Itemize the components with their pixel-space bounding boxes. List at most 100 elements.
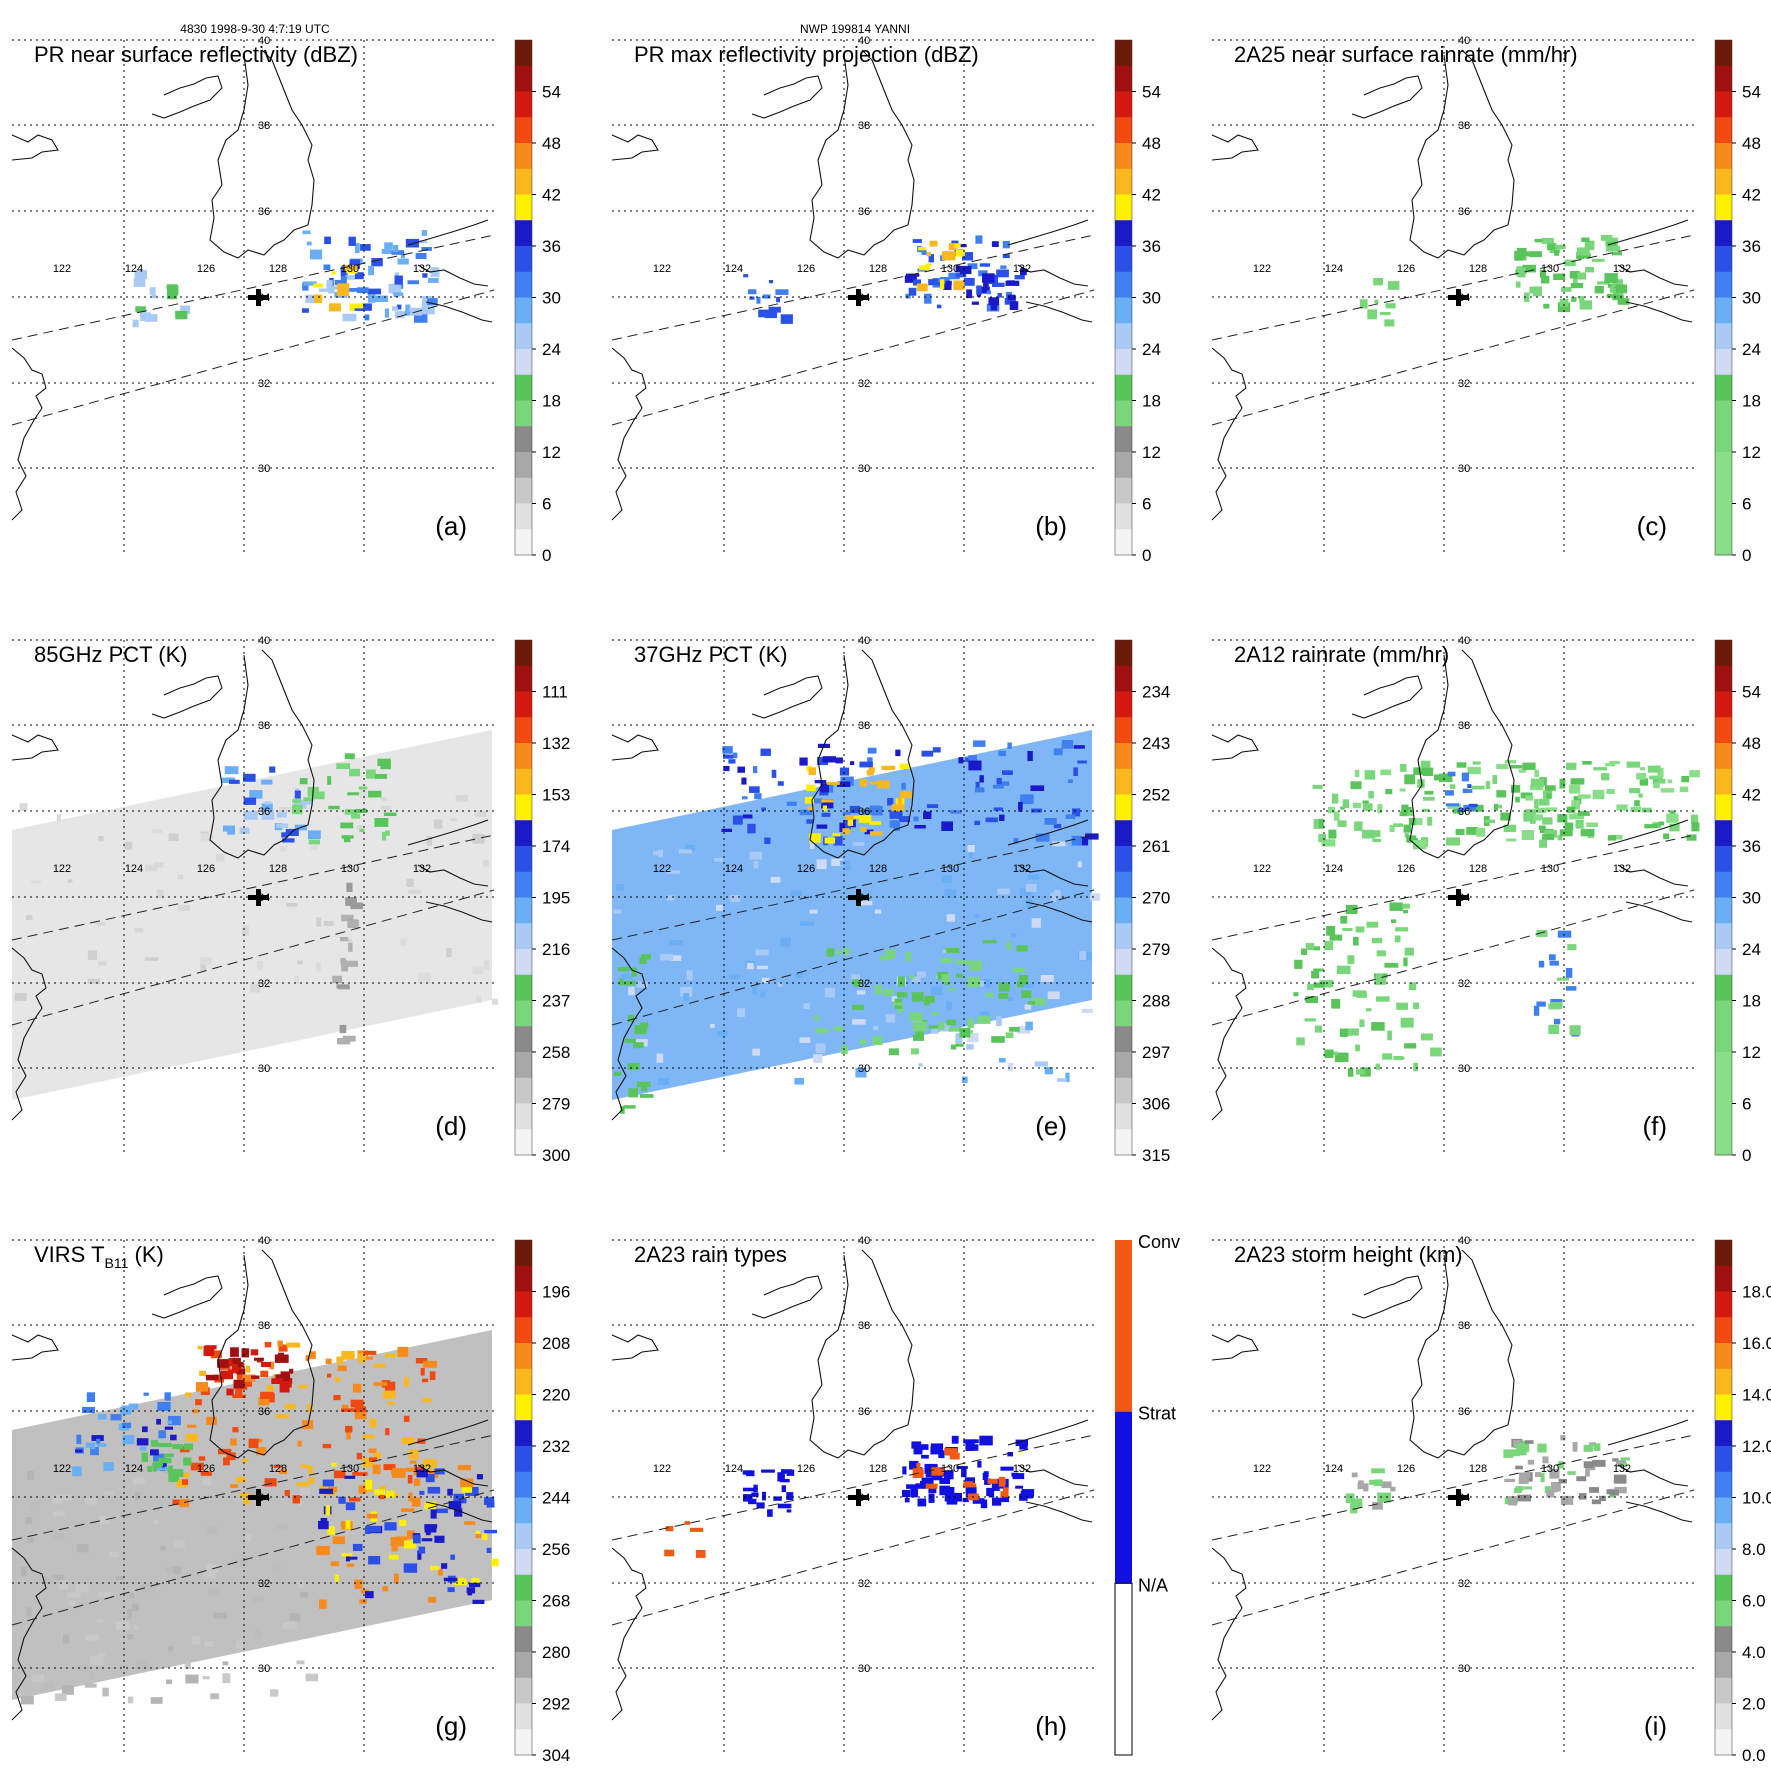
swath-texture	[483, 860, 489, 867]
swath-texture	[245, 1489, 259, 1498]
swath-texture	[941, 875, 952, 883]
colorbar-segment	[1715, 143, 1732, 170]
low-cloud	[168, 1473, 178, 1482]
rain-area	[1568, 813, 1576, 820]
rain-area	[1520, 792, 1533, 799]
cold-cloud-top	[286, 1342, 301, 1348]
colorbar-segment	[515, 1343, 532, 1370]
warm-rain-region	[1080, 836, 1089, 846]
surface-cell	[931, 1011, 939, 1016]
swath-texture	[666, 870, 681, 874]
pr-swath-edge-south	[611, 889, 1095, 1026]
colorbar-tick-label: 292	[542, 1695, 570, 1714]
swath-texture	[184, 1661, 191, 1670]
coastline-liaoning	[611, 134, 659, 161]
swath-texture	[270, 1689, 279, 1697]
rain-echo	[349, 259, 361, 269]
storm-height-cell	[1517, 1494, 1531, 1502]
cold-cloud-top	[269, 1361, 274, 1370]
swath-texture	[144, 957, 159, 961]
colorbar-tick-label: 6.0	[1742, 1592, 1766, 1611]
swath-texture	[98, 1652, 105, 1658]
surface-cell	[913, 1021, 927, 1032]
heavy-rain-cell	[860, 827, 867, 833]
warm-rain-region	[771, 769, 777, 778]
cirrus-region	[82, 1406, 95, 1414]
rain-area	[1576, 247, 1590, 256]
rain-area	[1403, 909, 1409, 914]
rain-area	[1389, 902, 1403, 911]
rain-area	[1420, 760, 1431, 769]
warm-rain-region	[859, 761, 873, 768]
rain-area	[1503, 824, 1516, 833]
swath-texture	[1052, 841, 1066, 847]
cold-cloud-top	[223, 1457, 230, 1466]
coastline-korea	[809, 1249, 915, 1459]
cold-cloud-top	[185, 1392, 192, 1397]
low-cloud	[163, 1453, 174, 1457]
swath-texture	[87, 978, 100, 984]
ice-scatter-cell	[359, 828, 365, 833]
heavy-rain-cell	[842, 828, 850, 835]
warm-rain-region	[950, 810, 962, 814]
storm-height-cell	[1612, 1458, 1619, 1462]
surface-cell	[879, 955, 891, 961]
colorbar-tick-label: 232	[542, 1437, 570, 1456]
colorbar-segment	[1715, 871, 1732, 898]
cold-cloud-top	[334, 1376, 340, 1383]
colorbar-tick-label: 24	[1142, 340, 1161, 359]
surface-cell	[1009, 1027, 1020, 1032]
panel-letter: (b)	[1035, 511, 1067, 541]
rain-area	[1401, 804, 1409, 813]
cold-cloud-top	[258, 1397, 270, 1406]
rain-echo	[983, 279, 989, 289]
rain-echo	[328, 287, 335, 294]
colorbar-tick-label: 42	[1742, 186, 1761, 205]
swath-texture	[961, 1076, 968, 1083]
pr-swath-edge-south	[1211, 889, 1695, 1026]
swath-texture	[381, 797, 387, 802]
colorbar-segment	[515, 846, 532, 873]
colorbar-segment	[1115, 1077, 1132, 1104]
rain-area	[1333, 811, 1340, 821]
rain-area	[1368, 791, 1374, 799]
longitude-label: 122	[53, 863, 71, 875]
rain-area	[1413, 1002, 1419, 1010]
cold-cloud-top	[353, 1383, 362, 1393]
colorbar-segment	[1115, 743, 1132, 770]
swath-texture	[931, 1026, 939, 1034]
surface-cell	[941, 974, 950, 983]
cold-ice-cell	[294, 790, 301, 799]
colorbar-segment	[515, 374, 532, 401]
colorbar-tick-label: 30	[1142, 289, 1161, 308]
cold-ice-cell	[224, 766, 239, 775]
swath-texture	[911, 976, 921, 983]
light-echo	[140, 312, 151, 321]
surface-cell	[985, 992, 994, 998]
warm-rain-region	[849, 805, 860, 814]
pr-swath-edge-north	[11, 1434, 495, 1541]
rain-area	[1403, 824, 1412, 833]
rain-area	[1312, 946, 1320, 951]
swath-texture	[484, 960, 490, 971]
swath-texture	[1065, 1072, 1070, 1083]
surface-cell	[897, 1006, 904, 1013]
rain-echo	[302, 230, 311, 235]
heavy-echo	[336, 291, 349, 297]
rain-area	[1536, 1001, 1546, 1007]
rain-area	[1509, 765, 1523, 769]
latitude-label: 30	[858, 463, 870, 475]
cold-cloud-top	[382, 1390, 396, 1399]
warm-rain-region	[923, 811, 932, 819]
cloud-band	[484, 1529, 498, 1534]
rain-area	[1311, 970, 1320, 979]
cloud-band	[430, 1509, 437, 1519]
cold-ice-cell	[261, 803, 273, 812]
stratiform-pixel	[965, 1486, 977, 1494]
ice-scatter-cell	[332, 975, 343, 984]
swath-texture	[323, 920, 334, 926]
cold-ice-cell	[239, 827, 250, 834]
cloud-band	[388, 1554, 399, 1560]
colorbar-segment	[1715, 117, 1732, 144]
stratiform-pixel	[991, 1481, 1000, 1491]
